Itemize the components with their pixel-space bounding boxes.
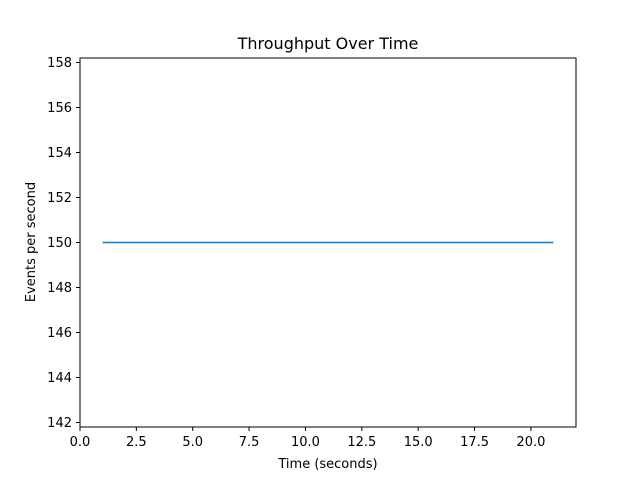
y-tick-label: 148 [47,281,72,296]
x-axis-label: Time (seconds) [277,457,377,472]
y-axis: 142 144 146 148 150 152 154 156 158 [47,56,80,431]
y-tick-label: 142 [47,416,72,431]
y-tick-label: 156 [47,101,72,116]
y-tick-label: 154 [47,146,72,161]
x-tick-label: 15.0 [404,435,433,450]
y-tick-label: 146 [47,326,72,341]
x-tick-label: 0.0 [70,435,91,450]
x-tick-label: 5.0 [182,435,203,450]
y-tick-label: 158 [47,56,72,71]
x-tick-label: 7.5 [239,435,260,450]
y-axis-label: Events per second [24,182,39,302]
chart-title: Throughput Over Time [237,34,419,53]
x-axis: 0.0 2.5 5.0 7.5 10.0 12.5 15.0 17.5 20.0 [70,427,545,450]
x-tick-label: 20.0 [516,435,545,450]
x-tick-label: 12.5 [347,435,376,450]
x-tick-label: 17.5 [460,435,489,450]
x-tick-label: 2.5 [126,435,147,450]
y-tick-label: 152 [47,191,72,206]
x-tick-label: 10.0 [291,435,320,450]
y-tick-label: 150 [47,236,72,251]
y-tick-label: 144 [47,371,72,386]
